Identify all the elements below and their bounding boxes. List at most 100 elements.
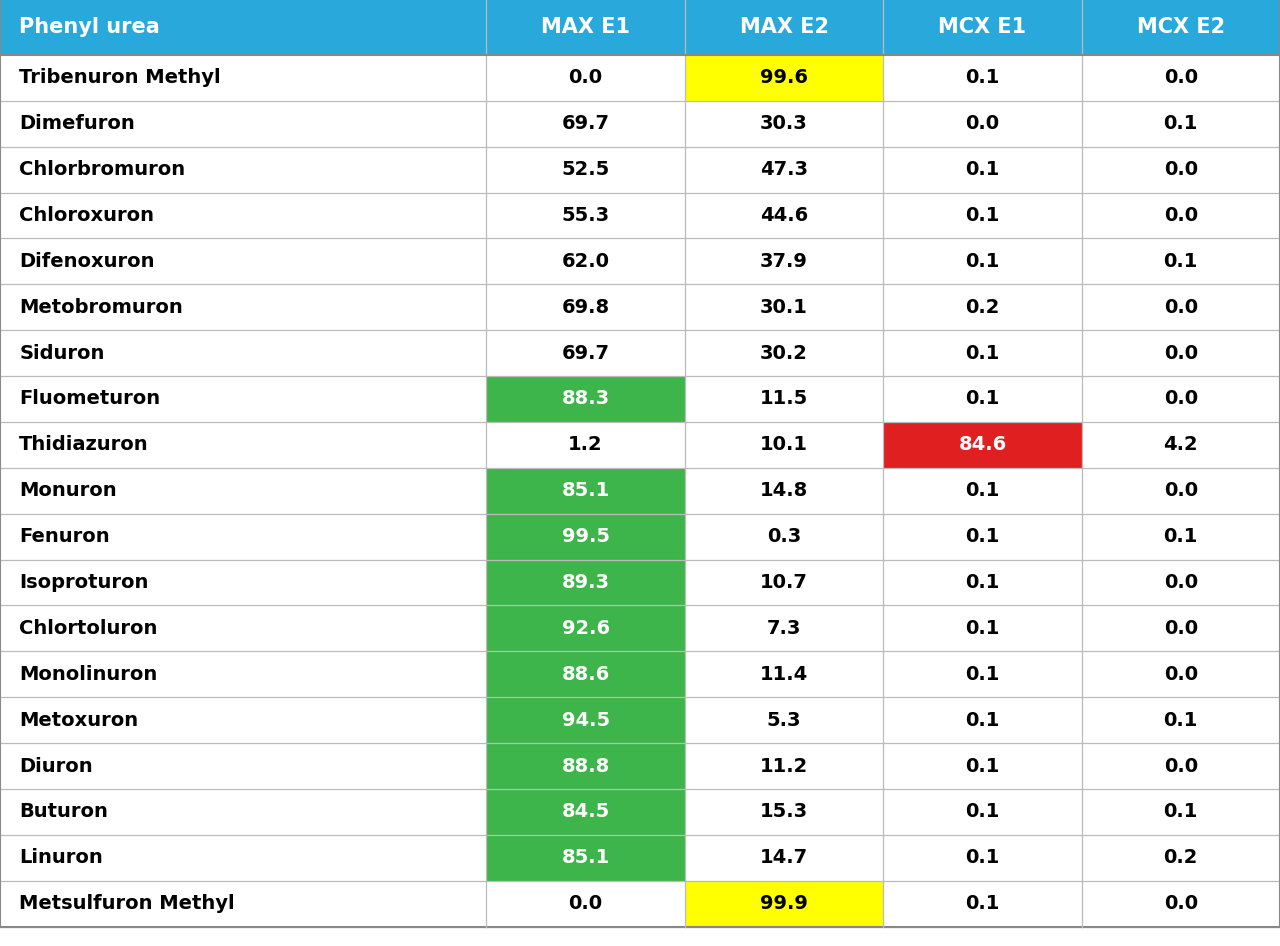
Text: 37.9: 37.9 (760, 252, 808, 271)
Text: 0.1: 0.1 (965, 252, 1000, 271)
Bar (685, 605, 883, 652)
Text: 0.1: 0.1 (965, 802, 1000, 821)
Text: 0.1: 0.1 (965, 390, 1000, 409)
Bar (0, 193, 486, 238)
Text: Chlorbromuron: Chlorbromuron (19, 160, 186, 179)
Text: 99.9: 99.9 (760, 894, 808, 913)
Text: 84.6: 84.6 (959, 435, 1006, 454)
Text: 69.8: 69.8 (562, 298, 609, 317)
Bar (486, 468, 685, 514)
Bar (685, 101, 883, 147)
Bar (883, 0, 1082, 55)
Text: 44.6: 44.6 (760, 206, 808, 225)
Bar (0, 560, 486, 605)
Text: 5.3: 5.3 (767, 710, 801, 729)
Bar (1082, 789, 1280, 835)
Text: Siduron: Siduron (19, 343, 105, 362)
Bar (486, 238, 685, 284)
Bar (486, 560, 685, 605)
Text: 99.5: 99.5 (562, 527, 609, 546)
Bar (883, 377, 1082, 422)
Text: 0.0: 0.0 (1164, 68, 1198, 87)
Text: 47.3: 47.3 (760, 160, 808, 179)
Text: 89.3: 89.3 (562, 573, 609, 592)
Bar (0, 422, 486, 468)
Bar (0, 881, 486, 927)
Bar (0, 514, 486, 560)
Text: 99.6: 99.6 (760, 68, 808, 87)
Text: 0.1: 0.1 (965, 619, 1000, 638)
Bar (685, 697, 883, 744)
Bar (486, 744, 685, 789)
Text: 94.5: 94.5 (562, 710, 609, 729)
Bar (1082, 697, 1280, 744)
Bar (486, 789, 685, 835)
Text: Monuron: Monuron (19, 482, 116, 500)
Bar (0, 101, 486, 147)
Text: 0.1: 0.1 (1164, 802, 1198, 821)
Bar (685, 468, 883, 514)
Bar (0, 835, 486, 881)
Text: Monolinuron: Monolinuron (19, 665, 157, 684)
Bar (685, 422, 883, 468)
Text: 85.1: 85.1 (562, 482, 609, 500)
Bar (0, 55, 486, 101)
Bar (1082, 744, 1280, 789)
Bar (685, 0, 883, 55)
Bar (0, 330, 486, 377)
Text: 0.0: 0.0 (1164, 298, 1198, 317)
Text: 84.5: 84.5 (562, 802, 609, 821)
Text: 0.1: 0.1 (965, 757, 1000, 776)
Bar (486, 422, 685, 468)
Text: 7.3: 7.3 (767, 619, 801, 638)
Text: 4.2: 4.2 (1164, 435, 1198, 454)
Text: 0.3: 0.3 (767, 527, 801, 546)
Text: 88.6: 88.6 (562, 665, 609, 684)
Bar (486, 101, 685, 147)
Text: 0.1: 0.1 (965, 343, 1000, 362)
Bar (486, 55, 685, 101)
Bar (1082, 377, 1280, 422)
Bar (1082, 147, 1280, 193)
Text: 1.2: 1.2 (568, 435, 603, 454)
Text: 52.5: 52.5 (562, 160, 609, 179)
Bar (685, 284, 883, 330)
Bar (685, 789, 883, 835)
Bar (685, 652, 883, 697)
Text: Chloroxuron: Chloroxuron (19, 206, 154, 225)
Text: 0.1: 0.1 (965, 160, 1000, 179)
Text: Phenyl urea: Phenyl urea (19, 17, 160, 38)
Bar (486, 193, 685, 238)
Bar (0, 284, 486, 330)
Text: 0.1: 0.1 (965, 894, 1000, 913)
Bar (685, 744, 883, 789)
Text: 0.0: 0.0 (1164, 619, 1198, 638)
Text: 62.0: 62.0 (562, 252, 609, 271)
Text: 10.7: 10.7 (760, 573, 808, 592)
Text: 85.1: 85.1 (562, 849, 609, 867)
Text: 0.1: 0.1 (1164, 527, 1198, 546)
Bar (883, 284, 1082, 330)
Bar (1082, 330, 1280, 377)
Bar (486, 284, 685, 330)
Text: Fenuron: Fenuron (19, 527, 110, 546)
Text: 0.0: 0.0 (1164, 894, 1198, 913)
Text: Metobromuron: Metobromuron (19, 298, 183, 317)
Text: Dimefuron: Dimefuron (19, 114, 134, 133)
Text: Thidiazuron: Thidiazuron (19, 435, 148, 454)
Bar (883, 697, 1082, 744)
Text: 88.8: 88.8 (562, 757, 609, 776)
Text: 14.8: 14.8 (760, 482, 808, 500)
Bar (486, 697, 685, 744)
Bar (0, 744, 486, 789)
Bar (883, 147, 1082, 193)
Bar (0, 0, 486, 55)
Text: Diuron: Diuron (19, 757, 93, 776)
Text: 30.3: 30.3 (760, 114, 808, 133)
Bar (1082, 422, 1280, 468)
Bar (1082, 55, 1280, 101)
Bar (685, 377, 883, 422)
Bar (883, 101, 1082, 147)
Bar (883, 468, 1082, 514)
Text: 30.2: 30.2 (760, 343, 808, 362)
